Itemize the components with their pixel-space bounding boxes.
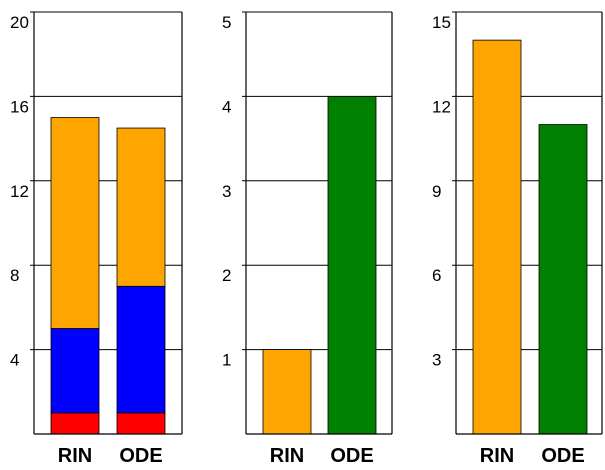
x-category-label: ODE: [119, 445, 162, 467]
bar-segment: [116, 412, 166, 435]
y-tick-label: 20: [10, 13, 29, 32]
x-category-label: RIN: [270, 445, 304, 467]
y-tick-label: 2: [222, 266, 231, 285]
y-tick-label: 4: [10, 351, 19, 370]
bar-segment: [116, 127, 166, 287]
y-tick-label: 3: [432, 351, 441, 370]
bar: [472, 39, 522, 435]
bar-segment: [50, 412, 100, 435]
y-tick-label: 15: [432, 13, 451, 32]
y-tick-label: 4: [222, 97, 231, 116]
y-tick-label: 8: [10, 266, 19, 285]
bar: [262, 349, 312, 435]
bar: [327, 96, 377, 435]
chart-panel-2: 1 2 3 4 5 RIN ODE: [222, 11, 393, 467]
x-category-label: RIN: [58, 445, 92, 467]
bar: [538, 124, 588, 435]
chart-panel-3: 3 6 9 12 15 RIN ODE: [432, 11, 603, 467]
bar-segment: [50, 328, 100, 414]
bar-segment: [116, 285, 166, 414]
chart-panel-1: 4 8 12 16 20 RIN ODE: [10, 11, 183, 467]
y-tick-label: 5: [222, 13, 231, 32]
y-tick-label: 3: [222, 182, 231, 201]
y-tick-label: 6: [432, 266, 441, 285]
y-tick-label: 16: [10, 97, 29, 116]
x-category-label: ODE: [541, 445, 584, 467]
y-tick-label: 9: [432, 182, 441, 201]
y-tick-label: 12: [10, 182, 29, 201]
x-category-label: ODE: [330, 445, 373, 467]
bar-segment: [50, 117, 100, 329]
x-category-label: RIN: [480, 445, 514, 467]
y-tick-label: 12: [432, 97, 451, 116]
y-tick-label: 1: [222, 351, 231, 370]
